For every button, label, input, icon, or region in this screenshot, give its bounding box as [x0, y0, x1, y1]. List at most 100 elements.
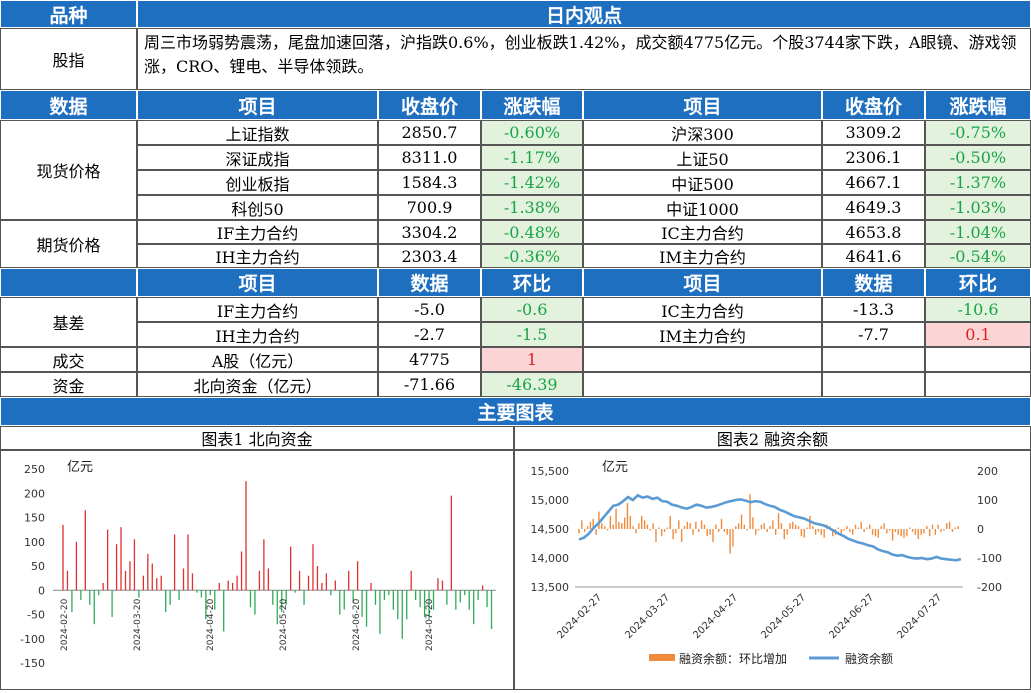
- turnover-label: 成交: [0, 347, 137, 372]
- x-tick-label: 2024-04-20: [206, 598, 216, 651]
- futures-change: -0.48%: [481, 220, 583, 244]
- empty-cell: [925, 347, 1031, 372]
- spot-name: 上证指数: [137, 120, 378, 145]
- chart2-title: 图表2 融资余额: [514, 426, 1031, 450]
- futures-change: -0.36%: [481, 244, 583, 268]
- margin-balance-chart: 亿元 15,500 15,000 14,500 14,000 13,500 200 100 0 -…: [531, 460, 1002, 666]
- price-header-close: 收盘价: [378, 90, 481, 120]
- empty-cell: [583, 372, 822, 397]
- futures-name: IM主力合约: [583, 244, 822, 268]
- futures-value: 3304.2: [378, 220, 481, 244]
- y-left-tick-label: 14,500: [531, 523, 570, 536]
- basis-header-mom: 环比: [481, 268, 583, 297]
- basis-value: -5.0: [378, 297, 481, 322]
- spot-value: 2850.7: [378, 120, 481, 145]
- basis-change: 0.1: [925, 322, 1031, 347]
- spot-change: -1.37%: [925, 170, 1031, 195]
- empty-cell: [925, 372, 1031, 397]
- futures-value: 2303.4: [378, 244, 481, 268]
- spot-value: 3309.2: [822, 120, 925, 145]
- y-axis-label: 亿元: [602, 460, 628, 475]
- spot-name: 中证1000: [583, 195, 822, 220]
- y-tick-label: 50: [31, 560, 45, 573]
- legend-swatch-change: [649, 654, 675, 661]
- y-tick-label: 250: [24, 463, 45, 476]
- y-tick-label: -50: [27, 609, 45, 622]
- spot-change: -0.75%: [925, 120, 1031, 145]
- chart1-title: 图表1 北向资金: [0, 426, 514, 450]
- y-tick-label: -150: [20, 657, 45, 670]
- capital-item: 北向资金（亿元）: [137, 372, 378, 397]
- spot-name: 中证500: [583, 170, 822, 195]
- outlook-label: 股指: [0, 28, 137, 90]
- futures-value: 4653.8: [822, 220, 925, 244]
- x-tick-label: 2024-05-20: [279, 598, 289, 651]
- price-header-item-2: 项目: [583, 90, 822, 120]
- price-header-item: 项目: [137, 90, 378, 120]
- chart1-panel: 亿元 250 200 150 100 50 0 -50 -100 -150 2024-02-20 20…: [0, 450, 514, 690]
- y-left-tick-label: 14,000: [531, 552, 570, 565]
- y-right-tick-label: -100: [977, 552, 1002, 565]
- turnover-mom: 1: [481, 347, 583, 372]
- spot-label: 现货价格: [0, 120, 137, 220]
- x-tick-label: 2024-03-20: [133, 598, 143, 651]
- basis-change: -10.6: [925, 297, 1031, 322]
- spot-name: 上证50: [583, 145, 822, 170]
- empty-cell: [822, 372, 925, 397]
- futures-change: -1.04%: [925, 220, 1031, 244]
- outlook-text: 周三市场弱势震荡，尾盘加速回落，沪指跌0.6%，创业板跌1.42%，成交额477…: [137, 28, 1031, 90]
- spot-name: 深证成指: [137, 145, 378, 170]
- spot-value: 4667.1: [822, 170, 925, 195]
- y-axis-label: 亿元: [67, 460, 93, 475]
- futures-name: IC主力合约: [583, 220, 822, 244]
- y-tick-label: 0: [38, 584, 45, 597]
- basis-header-item-2: 项目: [583, 268, 822, 297]
- empty-cell: [583, 347, 822, 372]
- x-tick-label: 2024-05-27: [759, 592, 808, 641]
- price-header-data: 数据: [0, 90, 137, 120]
- charts-header: 主要图表: [0, 397, 1031, 426]
- spot-change: -0.50%: [925, 145, 1031, 170]
- y-right-tick-label: 200: [977, 465, 998, 478]
- basis-name: IH主力合约: [137, 322, 378, 347]
- x-tick-label: 2024-07-20: [425, 598, 435, 651]
- balance-line: [578, 493, 962, 562]
- spot-value: 4649.3: [822, 195, 925, 220]
- header-intraday-view: 日内观点: [137, 0, 1031, 28]
- futures-value: 4641.6: [822, 244, 925, 268]
- spot-value: 2306.1: [822, 145, 925, 170]
- empty-cell: [822, 347, 925, 372]
- basis-header-data: 数据: [378, 268, 481, 297]
- y-tick-label: 200: [24, 487, 45, 500]
- y-left-tick-label: 13,500: [531, 581, 570, 594]
- x-tick-label: 2024-06-27: [827, 592, 876, 641]
- x-tick-label: 2024-03-27: [623, 592, 672, 641]
- basis-header-item: 项目: [137, 268, 378, 297]
- price-header-change-2: 涨跌幅: [925, 90, 1031, 120]
- y-tick-label: 100: [24, 536, 45, 549]
- futures-label: 期货价格: [0, 220, 137, 268]
- y-tick-label: 150: [24, 512, 45, 525]
- futures-name: IH主力合约: [137, 244, 378, 268]
- spot-name: 创业板指: [137, 170, 378, 195]
- legend-label-balance: 融资余额: [845, 651, 893, 666]
- capital-label: 资金: [0, 372, 137, 397]
- y-left-tick-label: 15,000: [531, 494, 570, 507]
- basis-header-blank: [0, 268, 137, 297]
- x-tick-label: 2024-02-27: [555, 592, 604, 641]
- spot-value: 700.9: [378, 195, 481, 220]
- x-tick-label: 2024-04-27: [691, 592, 740, 641]
- spot-value: 8311.0: [378, 145, 481, 170]
- x-tick-label: 2024-06-20: [352, 598, 362, 651]
- price-header-close-2: 收盘价: [822, 90, 925, 120]
- basis-name: IM主力合约: [583, 322, 822, 347]
- basis-header-data-2: 数据: [822, 268, 925, 297]
- northbound-chart: 亿元 250 200 150 100 50 0 -50 -100 -150 2024-02-20 20…: [20, 460, 496, 670]
- chart2-panel: 亿元 15,500 15,000 14,500 14,000 13,500 200 100 0 -…: [514, 450, 1031, 690]
- spot-change: -1.17%: [481, 145, 583, 170]
- spot-change: -1.38%: [481, 195, 583, 220]
- capital-value: -71.66: [378, 372, 481, 397]
- x-tick-label: 2024-02-20: [60, 598, 70, 651]
- y-left-tick-label: 15,500: [531, 465, 570, 478]
- price-header-change: 涨跌幅: [481, 90, 583, 120]
